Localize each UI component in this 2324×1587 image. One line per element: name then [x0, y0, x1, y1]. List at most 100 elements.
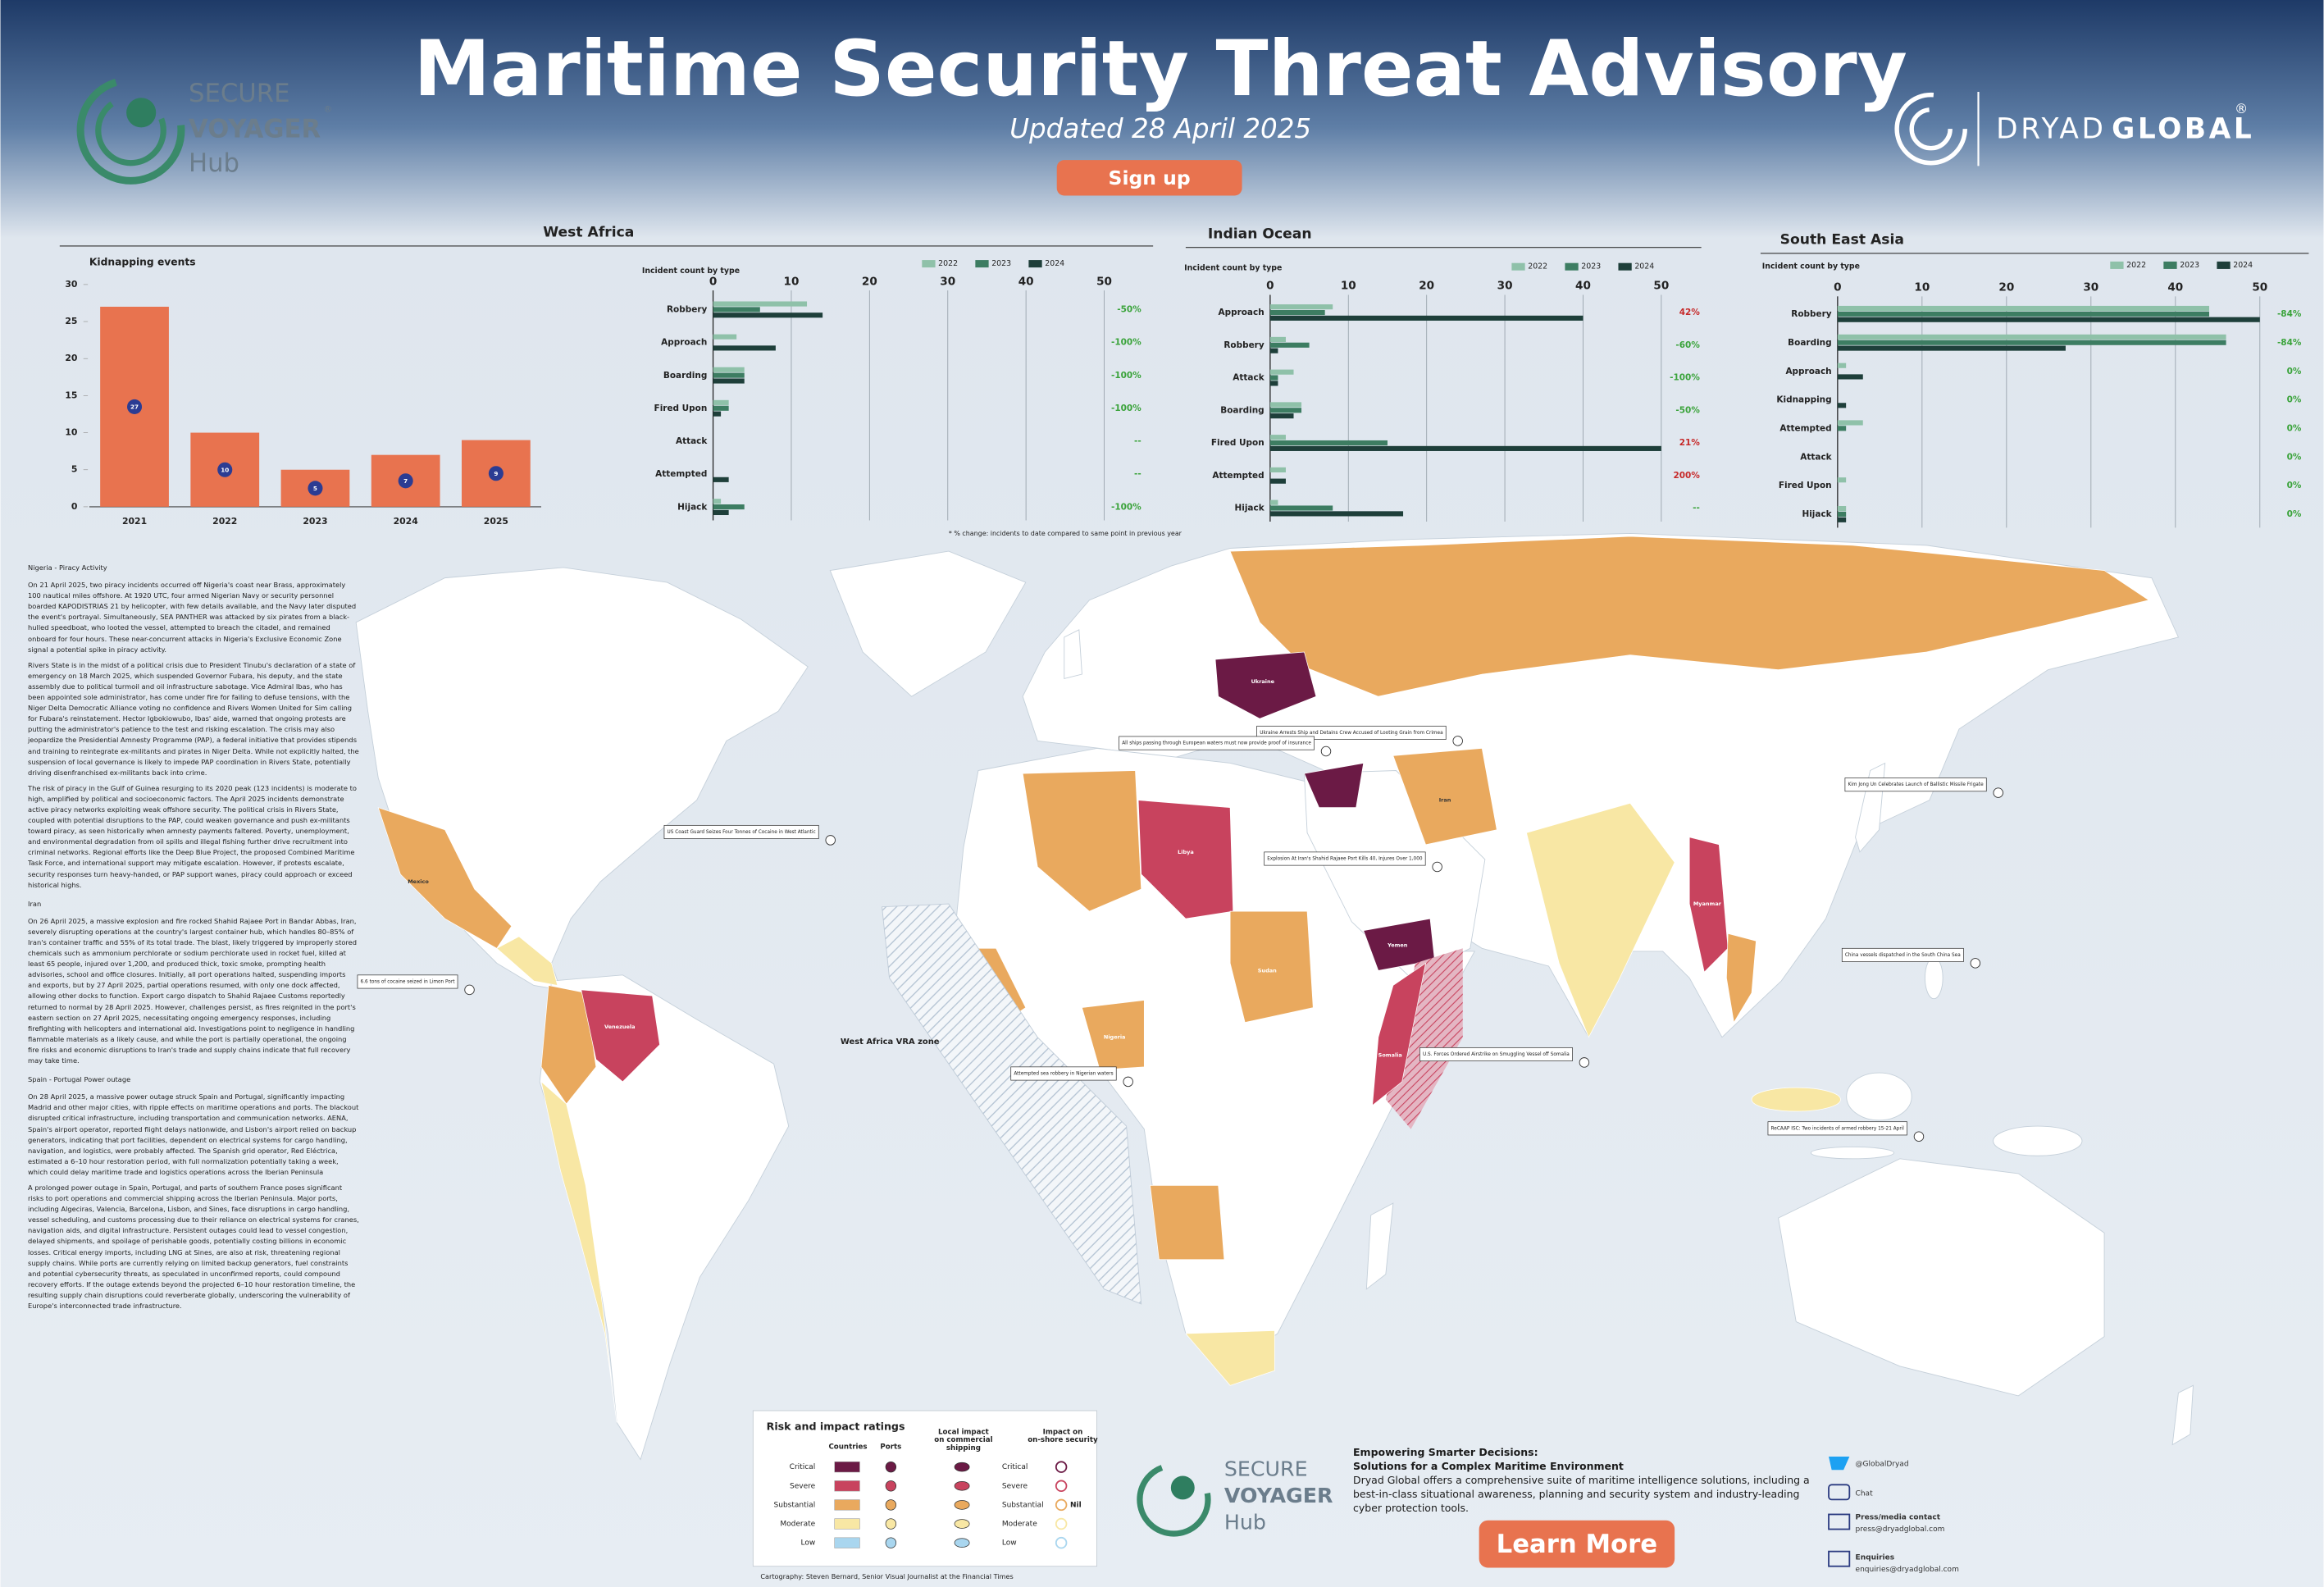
x-tick-label: 30 [940, 275, 955, 288]
logo-ring [1909, 107, 1953, 151]
bar [1837, 317, 2260, 322]
legend-country-swatch [834, 1480, 860, 1492]
change-label: -84% [2277, 309, 2302, 319]
callout-box [1264, 851, 1426, 866]
button-bg[interactable] [1479, 1520, 1675, 1568]
bar [1837, 305, 2209, 312]
x-tick-label: 20 [1419, 280, 1434, 293]
legend-level: Severe [1002, 1482, 1028, 1490]
callout-text: Explosion At Iran's Shahid Rajaee Port K… [1267, 856, 1423, 861]
chart-title: South East Asia [1780, 232, 1904, 249]
risk-russia [1229, 536, 2150, 697]
y-tick-label: 10 [65, 427, 78, 438]
risk-iran [1392, 748, 1497, 846]
legend-country-swatch [834, 1537, 860, 1548]
country-label: Mexico [408, 878, 429, 885]
x-tick-label: 2025 [484, 516, 508, 527]
callout-box [357, 974, 458, 989]
country-label: Libya [1178, 849, 1194, 855]
callout-text: China vessels dispatched in the South Ch… [1845, 953, 1961, 958]
mail-icon [1828, 1550, 1851, 1567]
change-label: 0% [2287, 481, 2302, 490]
enquiries-label: Enquiries [1856, 1553, 1895, 1562]
bar [713, 307, 760, 312]
change-label: -84% [2277, 338, 2302, 348]
legend-onshore-icon [1055, 1480, 1068, 1493]
callout-box [663, 824, 819, 839]
bar [1269, 440, 1388, 446]
country-label: Yemen [1387, 942, 1408, 949]
logo-ring [1894, 92, 1967, 166]
legend-label: 2024 [1634, 262, 1654, 271]
world-map [355, 532, 2194, 1461]
learn-more-button[interactable]: Learn More [1479, 1520, 1675, 1568]
button-label[interactable]: Learn More [1497, 1530, 1657, 1559]
mail-icon [1828, 1513, 1851, 1530]
bar [713, 301, 808, 307]
chat-link[interactable]: Chat [1856, 1490, 1874, 1498]
country-label: Somalia [1378, 1051, 1402, 1058]
bar [713, 345, 776, 351]
bar [1837, 511, 1847, 518]
bar [1837, 426, 1847, 431]
enquiries-email[interactable]: enquiries@dryadglobal.com [1856, 1566, 1960, 1574]
x-tick-label: 2024 [394, 516, 419, 527]
bar [1837, 363, 1847, 368]
y-tick-label: 25 [65, 316, 77, 326]
bar [713, 405, 729, 411]
legend-swatch [1618, 262, 1632, 271]
risk-sudan [1229, 910, 1314, 1024]
x-tick-label: 2023 [303, 516, 327, 527]
x-tick-label: 50 [1096, 275, 1112, 288]
callout-text: Ukraine Arrests Ship and Detains Crew Ac… [1260, 731, 1443, 736]
risk-libya [1137, 800, 1234, 919]
map-callout: All ships passing through European water… [1119, 736, 1332, 757]
legend-onshore-icon [1055, 1461, 1068, 1473]
callout-box [1841, 947, 1964, 962]
bar [1837, 420, 1863, 426]
category-label: Approach [1218, 308, 1264, 317]
change-label: -50% [1117, 305, 1141, 315]
logo-text: VOYAGER [1224, 1484, 1333, 1507]
bar [1837, 311, 2209, 317]
x-tick-label: 2021 [122, 516, 147, 527]
land-new-zealand [2171, 1384, 2194, 1446]
x-tick-label: 2022 [212, 516, 237, 527]
change-label: -- [1134, 436, 1141, 446]
article-paragraph: On 28 April 2025, a massive power outage… [28, 1092, 359, 1176]
category-label: Attack [1233, 373, 1265, 383]
legend-level: Critical [790, 1463, 816, 1471]
bar [1269, 336, 1286, 342]
bar [1269, 342, 1310, 348]
logo-ring [76, 76, 185, 185]
twitter-handle[interactable]: @GlobalDryad [1856, 1461, 1909, 1469]
callout-box [1119, 736, 1315, 750]
bar [713, 504, 745, 510]
footer-heading: Empowering Smarter Decisions: [1353, 1446, 1538, 1458]
legend-level: Substantial [774, 1501, 816, 1509]
x-tick-label: 10 [1914, 281, 1930, 294]
legend-ship-icon [954, 1462, 970, 1472]
legend-port-icon [885, 1537, 897, 1548]
chart-title: Kidnapping events [89, 256, 196, 267]
sign-up-button[interactable]: Sign up [1056, 160, 1242, 196]
logo-wheel [126, 98, 157, 128]
press-email[interactable]: press@dryadglobal.com [1856, 1525, 1945, 1534]
change-label: -100% [1111, 502, 1141, 512]
contacts: @GlobalDryad Chat Press/media contact pr… [1828, 1457, 1960, 1574]
legend-ship-icon [954, 1519, 970, 1529]
legend-label: 2023 [991, 259, 1011, 268]
risk-legend: Risk and impact ratings Countries Ports Lo… [752, 1410, 1098, 1567]
change-label: 21% [1679, 438, 1701, 448]
chart-subtitle: Incident count by type [1184, 264, 1282, 273]
land-uk [1064, 629, 1082, 680]
bar [1269, 381, 1278, 386]
bar [1269, 413, 1294, 419]
button-label[interactable]: Sign up [1109, 166, 1191, 189]
bar [1269, 467, 1286, 472]
change-label: -100% [1111, 404, 1141, 413]
callout-pin [1913, 1131, 1925, 1142]
footer-logo: SECURE VOYAGER Hub [1137, 1457, 1333, 1537]
button-bg[interactable] [1056, 160, 1242, 196]
logo-text: SECURE [189, 79, 290, 108]
